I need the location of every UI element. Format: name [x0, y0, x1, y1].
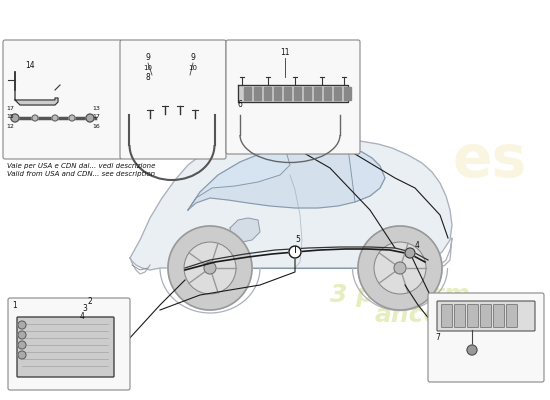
- FancyBboxPatch shape: [120, 40, 226, 159]
- Text: 10: 10: [189, 65, 197, 71]
- Text: Valid from USA and CDN... see description: Valid from USA and CDN... see descriptio…: [7, 171, 155, 177]
- Circle shape: [52, 115, 58, 121]
- Polygon shape: [230, 218, 260, 242]
- Polygon shape: [304, 87, 311, 100]
- Polygon shape: [274, 87, 281, 100]
- FancyBboxPatch shape: [468, 304, 478, 328]
- FancyBboxPatch shape: [226, 40, 360, 154]
- Circle shape: [18, 351, 26, 359]
- Text: 9: 9: [146, 53, 151, 62]
- Text: 9: 9: [190, 53, 195, 62]
- FancyBboxPatch shape: [8, 298, 130, 390]
- Circle shape: [204, 262, 216, 274]
- Text: es: es: [453, 132, 527, 188]
- Polygon shape: [344, 87, 351, 100]
- Circle shape: [289, 246, 301, 258]
- Circle shape: [405, 248, 415, 258]
- Circle shape: [394, 262, 406, 274]
- Text: 10: 10: [144, 65, 152, 71]
- Text: 8: 8: [146, 73, 150, 82]
- Circle shape: [11, 114, 19, 122]
- Polygon shape: [334, 87, 341, 100]
- Text: 1: 1: [12, 301, 16, 310]
- Text: 4: 4: [415, 241, 420, 250]
- Text: 2: 2: [88, 297, 93, 306]
- Circle shape: [184, 242, 236, 294]
- FancyBboxPatch shape: [507, 304, 518, 328]
- Polygon shape: [348, 148, 385, 202]
- FancyBboxPatch shape: [442, 304, 453, 328]
- Circle shape: [32, 115, 38, 121]
- Circle shape: [18, 331, 26, 339]
- Polygon shape: [264, 87, 271, 100]
- Text: 3: 3: [82, 304, 87, 313]
- Text: 17: 17: [6, 106, 14, 111]
- FancyBboxPatch shape: [481, 304, 492, 328]
- Text: 15: 15: [6, 114, 14, 119]
- FancyBboxPatch shape: [454, 304, 465, 328]
- Polygon shape: [314, 87, 321, 100]
- Text: 6: 6: [238, 100, 243, 109]
- Polygon shape: [130, 136, 452, 270]
- Polygon shape: [294, 87, 301, 100]
- Polygon shape: [254, 87, 261, 100]
- Text: 11: 11: [280, 48, 290, 57]
- Circle shape: [69, 115, 75, 121]
- Circle shape: [358, 226, 442, 310]
- Polygon shape: [244, 87, 251, 100]
- Text: 14: 14: [25, 61, 35, 70]
- Text: ances: ances: [375, 303, 456, 327]
- Circle shape: [18, 341, 26, 349]
- Circle shape: [374, 242, 426, 294]
- Text: 12: 12: [6, 124, 14, 129]
- Text: 5: 5: [295, 235, 300, 244]
- Text: 16: 16: [92, 124, 100, 129]
- FancyBboxPatch shape: [428, 293, 544, 382]
- FancyBboxPatch shape: [493, 304, 504, 328]
- Text: 4: 4: [80, 312, 85, 321]
- FancyBboxPatch shape: [437, 301, 535, 331]
- FancyBboxPatch shape: [17, 317, 114, 377]
- Circle shape: [168, 226, 252, 310]
- Polygon shape: [188, 148, 290, 210]
- Polygon shape: [188, 146, 385, 210]
- Text: 3 perform: 3 perform: [330, 283, 470, 307]
- Polygon shape: [324, 87, 331, 100]
- FancyBboxPatch shape: [3, 40, 122, 159]
- Text: 13: 13: [92, 106, 100, 111]
- Circle shape: [467, 345, 477, 355]
- Circle shape: [18, 321, 26, 329]
- Polygon shape: [238, 85, 348, 102]
- Polygon shape: [15, 72, 58, 105]
- Polygon shape: [284, 87, 291, 100]
- Text: 17: 17: [92, 114, 100, 119]
- Text: 7: 7: [435, 333, 440, 342]
- Text: Vale per USA e CDN dal... vedi descrizione: Vale per USA e CDN dal... vedi descrizio…: [7, 163, 155, 169]
- Circle shape: [86, 114, 94, 122]
